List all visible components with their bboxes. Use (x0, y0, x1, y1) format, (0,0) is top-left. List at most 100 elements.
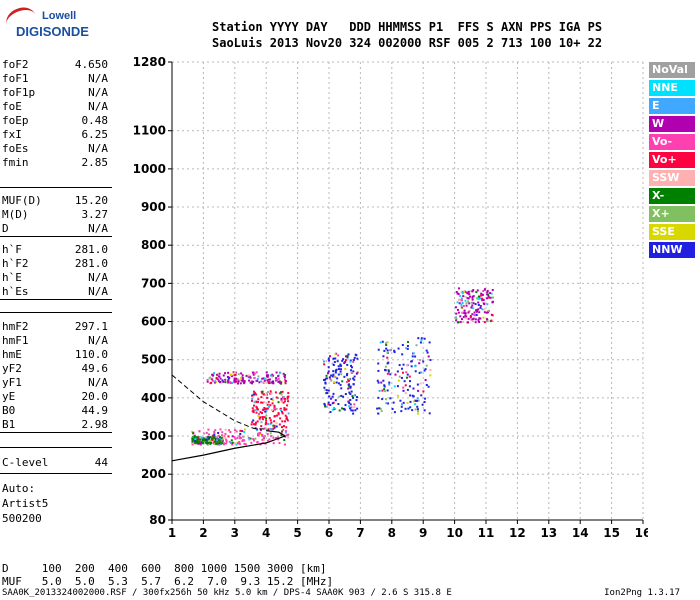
echo-point (348, 391, 351, 394)
echo-point (477, 303, 480, 306)
echo-point (209, 440, 212, 443)
echo-point (251, 371, 254, 374)
echo-point (237, 378, 240, 381)
echo-point (398, 375, 401, 378)
param-row: h`F2 281.0 (2, 257, 108, 270)
echo-point (263, 408, 266, 411)
echo-point (283, 400, 286, 403)
echo-point (248, 375, 251, 378)
echo-point (477, 298, 480, 301)
echo-point (346, 372, 349, 375)
echo-point (386, 349, 389, 352)
echo-point (475, 309, 478, 312)
echo-point (275, 437, 278, 440)
echo-point (239, 429, 242, 432)
echo-point (233, 380, 236, 383)
echo-point (426, 351, 429, 354)
echo-point (224, 437, 227, 440)
echo-point (414, 403, 417, 406)
echo-point (252, 404, 255, 407)
echo-point (218, 437, 221, 440)
echo-point (254, 401, 257, 404)
echo-point (467, 290, 470, 293)
echo-point (226, 376, 229, 379)
echo-point (201, 439, 204, 442)
echo-point (323, 386, 326, 389)
echo-point (470, 318, 473, 321)
param-separator (0, 236, 112, 237)
echo-point (482, 316, 485, 319)
echo-point (270, 409, 273, 412)
param-row: C-level 44 (2, 456, 108, 469)
echo-point (264, 423, 267, 426)
echo-point (326, 392, 329, 395)
x-tick-label: 14 (572, 526, 589, 540)
echo-point (259, 431, 262, 434)
param-separator (0, 312, 112, 313)
echo-point (273, 406, 276, 409)
echo-point (472, 317, 475, 320)
echo-point (265, 414, 268, 417)
echo-point (421, 403, 424, 406)
echo-point (275, 425, 278, 428)
echo-point (191, 443, 194, 446)
echo-point (351, 395, 354, 398)
echo-point (488, 296, 491, 299)
echo-point (268, 378, 271, 381)
param-label: yF2 (2, 362, 22, 375)
echo-point (455, 318, 458, 321)
echo-point (461, 311, 464, 314)
echo-point (345, 380, 348, 383)
echo-point (480, 292, 483, 295)
echo-point (213, 432, 216, 435)
echo-point (456, 308, 459, 311)
echo-point (348, 383, 351, 386)
echo-point (258, 381, 261, 384)
param-row: foEp 0.48 (2, 114, 108, 127)
echo-point (407, 341, 410, 344)
echo-point (275, 422, 278, 425)
param-label: yF1 (2, 376, 22, 389)
echo-point (492, 296, 495, 299)
echo-point (270, 435, 273, 438)
echo-point (225, 438, 228, 441)
echo-point (471, 304, 474, 307)
echo-point (205, 440, 208, 443)
echo-point (255, 371, 258, 374)
echo-point (455, 291, 458, 294)
echo-point (265, 393, 268, 396)
echo-point (341, 407, 344, 410)
echo-point (263, 427, 266, 430)
echo-point (377, 362, 380, 365)
echo-point (417, 389, 420, 392)
echo-point (478, 317, 481, 320)
echo-point (231, 441, 234, 444)
echo-point (420, 371, 423, 374)
param-label: foF2 (2, 58, 29, 71)
echo-point (233, 374, 236, 377)
echo-point (263, 381, 266, 384)
echo-point (412, 400, 415, 403)
echo-point (356, 396, 359, 399)
echo-point (472, 302, 475, 305)
echo-point (273, 420, 276, 423)
param-label: h`Es (2, 285, 29, 298)
echo-point (416, 383, 419, 386)
echo-point (385, 347, 388, 350)
echo-point (209, 441, 212, 444)
echo-point (243, 379, 246, 382)
param-value: N/A (88, 100, 108, 113)
echo-point (273, 415, 276, 418)
param-row: foE N/A (2, 100, 108, 113)
echo-point (266, 396, 269, 399)
echo-point (207, 433, 210, 436)
echo-point (269, 404, 272, 407)
echo-point (215, 436, 218, 439)
param-separator (0, 473, 112, 474)
footer-version: Ion2Png 1.3.17 (604, 588, 680, 598)
distance-row: D 100 200 400 600 800 1000 1500 3000 [km… (2, 562, 327, 575)
echo-point (252, 438, 255, 441)
echo-point (243, 428, 246, 431)
profile-dashed-line (171, 374, 267, 430)
echo-point (396, 385, 399, 388)
